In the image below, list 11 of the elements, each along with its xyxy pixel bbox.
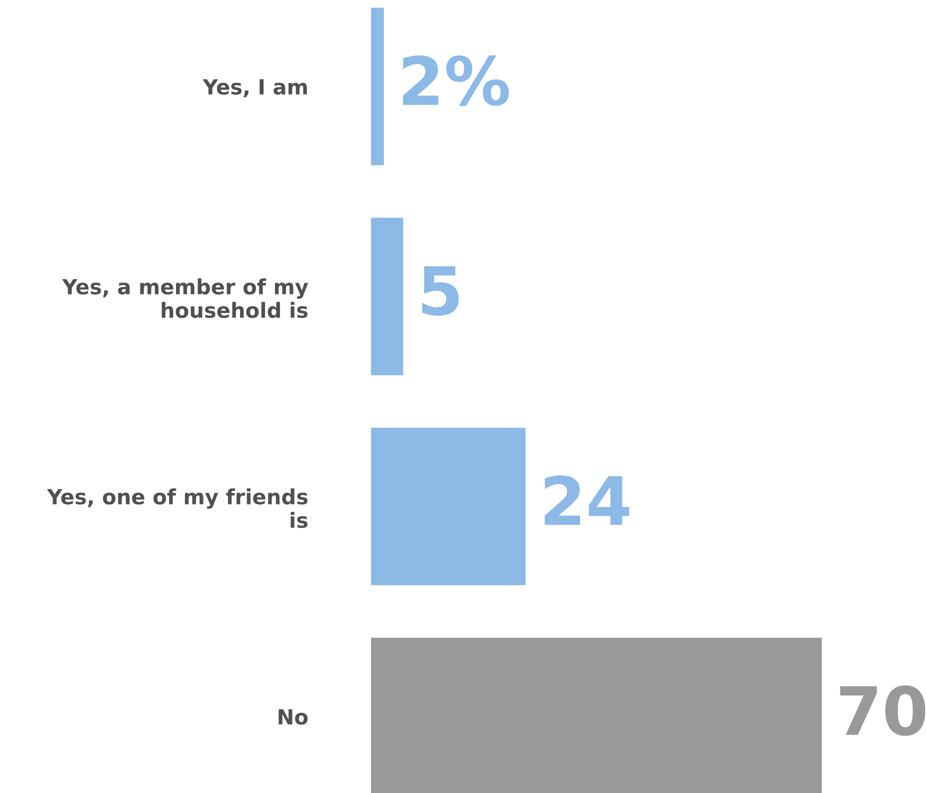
data-label: 70: [840, 685, 926, 736]
y-tick-label: Yes, I am: [202, 79, 307, 98]
data-label: 24: [544, 475, 630, 525]
data-label: 5: [422, 266, 459, 316]
bar: [371, 8, 384, 166]
y-tick-label: No: [278, 709, 308, 725]
y-tick-label: Yes, a member of my household is: [62, 278, 308, 318]
bar: [371, 218, 404, 376]
bar: [371, 428, 526, 586]
data-label: 2%: [403, 55, 509, 106]
y-tick-label: Yes, one of my friends is: [46, 488, 308, 528]
